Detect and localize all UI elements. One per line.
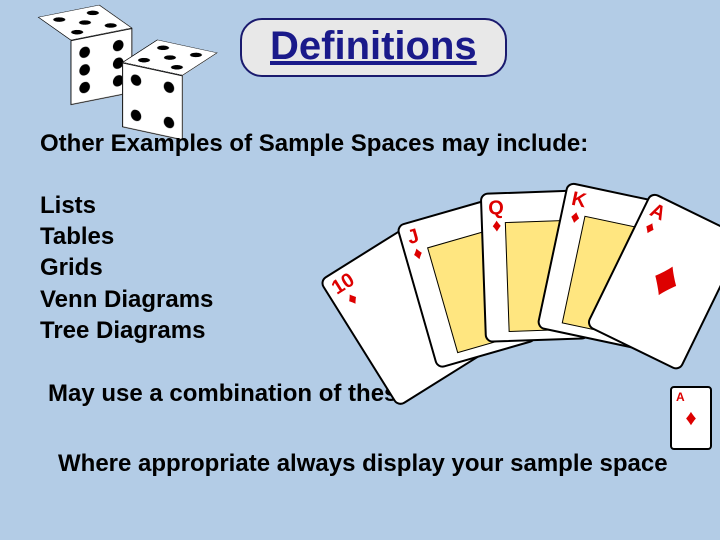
diamond-icon: ♦: [643, 250, 690, 308]
card-rank: A: [676, 390, 685, 404]
diamond-icon: ♦: [410, 244, 425, 263]
page-title: Definitions: [270, 24, 477, 68]
list-item: Lists: [40, 190, 213, 221]
dice-illustration: [50, 20, 230, 140]
playing-cards-illustration: 10♦ J♦ Q♦ K♦ A♦ ♦ A ♦: [400, 175, 690, 420]
list-item: Tables: [40, 221, 213, 252]
diamond-icon: ♦: [640, 217, 660, 238]
mini-card-ace: A ♦: [670, 386, 712, 450]
subtitle: Other Examples of Sample Spaces may incl…: [40, 130, 588, 158]
combination-note: May use a combination of these: [48, 380, 411, 408]
list-item: Tree Diagrams: [40, 315, 213, 346]
display-note: Where appropriate always display your sa…: [58, 450, 668, 478]
title-box: Definitions: [240, 18, 507, 77]
die-2: [140, 51, 201, 129]
list-item: Grids: [40, 252, 213, 283]
diamond-icon: ♦: [489, 217, 505, 234]
diamond-icon: ♦: [685, 405, 696, 431]
die-1: [54, 16, 116, 93]
sample-space-list: Lists Tables Grids Venn Diagrams Tree Di…: [40, 190, 213, 346]
list-item: Venn Diagrams: [40, 284, 213, 315]
die-2-front: [122, 62, 183, 140]
